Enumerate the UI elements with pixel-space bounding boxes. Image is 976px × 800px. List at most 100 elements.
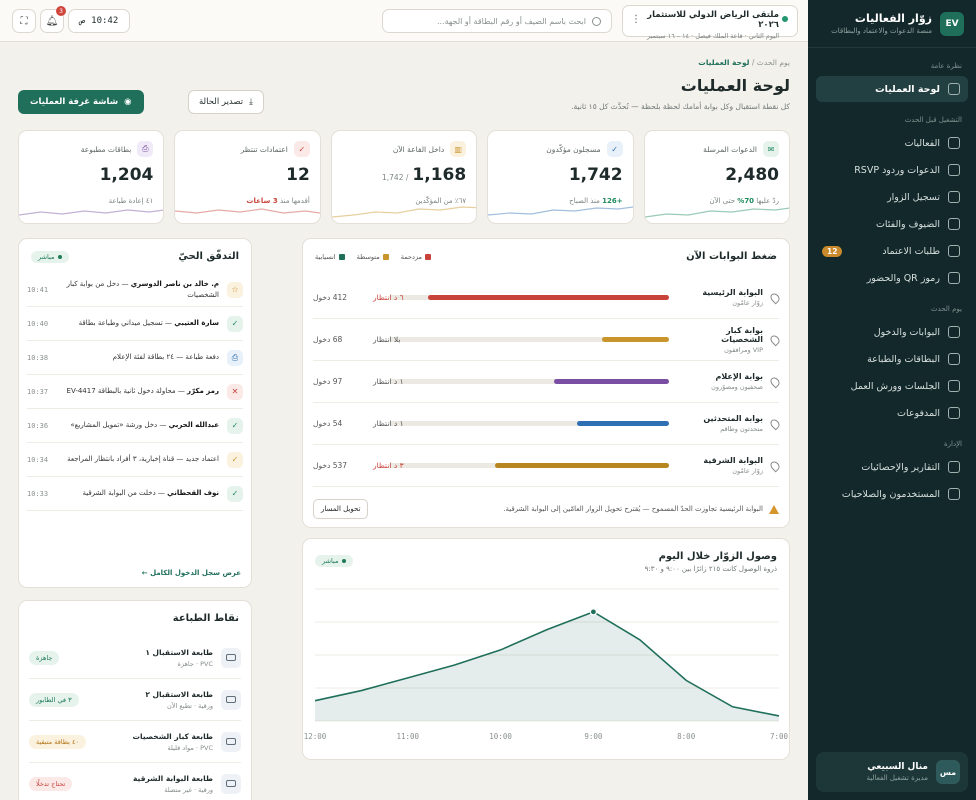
printer-meta: PVC · جاهزة [177, 659, 213, 668]
sidebar-item-label: المدفوعات [897, 407, 940, 419]
live-label: مباشر [322, 557, 339, 565]
x-tick-label: 10:00 [489, 732, 512, 741]
kpi-foot-post: حتى الآن [709, 197, 736, 205]
gate-row[interactable]: البوابة الرئيسية زوّار عامّون ٦ د انتظار 41… [313, 277, 782, 319]
gate-alert-text: البوابة الرئيسية تجاوزت الحدّ المسموح — … [503, 505, 763, 513]
sidebar-item[interactable]: التقارير والإحصائيات [816, 454, 968, 480]
breadcrumb-root[interactable]: يوم الحدث [756, 58, 790, 67]
user-card[interactable]: مس منال السبيعي مديرة تشغيل الفعالية [816, 752, 968, 792]
feed-item[interactable]: ☆ م. خالد بن ناصر الدوسري — دخل من بوابة … [27, 273, 243, 307]
sidebar-item[interactable]: رموز QR والحضور [816, 265, 968, 291]
gate-name-block: البوابة الرئيسية زوّار عامّون [683, 288, 763, 307]
kpi-foot-pre: ٤١ إعادة طباعة [108, 197, 154, 205]
feed-description: — دخل ورشة «تمويل المشاريع» [70, 421, 169, 429]
feed-description: — دخلت من البوابة الشرقية [82, 489, 168, 497]
legend-item: مزدحمة [401, 253, 431, 261]
more-icon[interactable]: ⋮ [631, 14, 641, 25]
gate-pressure-card: ضغط البوابات الآن مزدحمة متوسطة انسيابية ا… [302, 238, 790, 528]
feed-description: — تسجيل ميداني وطباعة بطاقة [78, 319, 175, 327]
notifications-button[interactable]: 🔔︎ 3 [40, 6, 66, 33]
x-tick-label: 11:00 [397, 732, 420, 741]
kpi-card[interactable]: ✉ الدعوات المرسلة 2,480 ردّ عليها 70% حتى ا… [643, 130, 790, 224]
feed-text: عبدالله الحربي — دخل ورشة «تمويل المشاري… [61, 420, 219, 431]
event-selector[interactable]: ملتقى الرياض الدولي للاستثمار ٢٠٢٦ اليوم… [622, 5, 798, 40]
download-icon: ⤓ [249, 97, 253, 107]
kpi-sparkline [644, 207, 789, 218]
calendar-icon [948, 137, 960, 149]
sidebar-item[interactable]: لوحة العمليات [816, 76, 968, 102]
kpi-card[interactable]: ⎙ بطاقات مطبوعة 1,204 ٤١ إعادة طباعة [17, 130, 165, 224]
search-input[interactable]: ابحث باسم الضيف أو رقم البطاقة أو الجهة.… [382, 9, 612, 33]
printer-icon [221, 731, 241, 752]
gate-row[interactable]: بوابة كبار الشخصيات VIP ومرافقون بلا انتظا… [313, 319, 782, 361]
kpi-value-wrap: 12 [286, 165, 310, 185]
reroute-button[interactable]: تحويل المسار [313, 499, 369, 519]
feed-subject: سارة العتيبي [174, 319, 219, 327]
check-icon: ✓ [227, 417, 243, 434]
feed-item[interactable]: ✓ اعتماد جديد — قناة إخبارية، ٣ أفراد بان… [27, 443, 243, 477]
gate-row[interactable]: بوابة الإعلام صحفيون ومصوّرون ١ د انتظار 97… [313, 361, 782, 403]
gate-row[interactable]: بوابة المتحدثين متحدثون وطاقم ١ د انتظار 54… [313, 403, 782, 445]
kpi-card[interactable]: ▥ داخل القاعة الآن 1,168/ 1,742 ٦٧٪ من المؤ… [330, 130, 478, 224]
nav-section-label: الإدارة [943, 440, 962, 448]
kpi-card[interactable]: ✓ مسجلون مؤكّدون 1,742 +126 منذ الصباح [487, 130, 634, 224]
sidebar-item[interactable]: البطاقات والطباعة [816, 346, 968, 372]
feed-subject: نوف القحطاني [167, 489, 219, 497]
feed-item[interactable]: ⎙ دفعة طباعة — ٢٤ بطاقة لفئة الإعلام 10:38 [27, 341, 243, 375]
gate-name-block: بوابة الإعلام صحفيون ومصوّرون [683, 372, 763, 391]
printer-name-block: طابعة البوابة الشرقية ورقية · غير متصلة [72, 774, 213, 794]
gate-alert: البوابة الرئيسية تجاوزت الحدّ المسموح — … [313, 491, 779, 527]
gate-entries: 97 دخول [313, 377, 343, 386]
kpi-foot-highlight: +126 [602, 197, 623, 205]
kpi-foot-post: منذ الصباح [569, 197, 600, 205]
user-role: مديرة تشغيل الفعالية [866, 774, 928, 782]
sidebar-item[interactable]: الجلسات وورش العمل [816, 373, 968, 399]
card-icon [948, 407, 960, 419]
kpi-card[interactable]: ✓ اعتمادات تنتظر 12 أقدمها منذ 3 ساعات [174, 130, 321, 224]
sidebar-item[interactable]: الضيوف والفئات [816, 211, 968, 237]
kpi-footnote: ردّ عليها 70% حتى الآن [709, 197, 779, 205]
sidebar-item[interactable]: تسجيل الزوار [816, 184, 968, 210]
kpi-footnote: ٤١ إعادة طباعة [109, 197, 154, 205]
feed-item[interactable]: ✓ سارة العتيبي — تسجيل ميداني وطباعة بطاق… [27, 307, 243, 341]
printer-glyph [226, 780, 236, 787]
feed-time: 10:34 [27, 455, 49, 464]
war-room-button[interactable]: ◉ شاشة غرفة العمليات [18, 90, 144, 114]
sidebar-item[interactable]: البوابات والدخول [816, 319, 968, 345]
sidebar-item[interactable]: الفعاليات [816, 130, 968, 156]
gate-load-fill [554, 379, 669, 384]
sidebar-item-label: البطاقات والطباعة [867, 353, 940, 365]
expand-icon: ⛶ [20, 15, 28, 27]
feed-text: دفعة طباعة — ٢٤ بطاقة لفئة الإعلام [61, 352, 219, 363]
topbar: ملتقى الرياض الدولي للاستثمار ٢٠٢٦ اليوم… [0, 0, 808, 42]
feed-live-badge: مباشر [31, 251, 70, 263]
gate-entries: 54 دخول [313, 419, 343, 428]
location-pin-icon [768, 459, 782, 472]
gate-load-bar [389, 379, 669, 384]
printer-row[interactable]: طابعة كبار الشخصيات PVC · مواد قليلة ٤٠ بط… [29, 721, 241, 763]
sidebar-item[interactable]: طلبات الاعتماد 12 [816, 238, 968, 264]
brand-title: زوّار الفعاليات [854, 12, 932, 25]
printer-row[interactable]: طابعة الاستقبال ٢ ورقية · تطبع الآن ٣ في ا… [29, 679, 241, 721]
printer-row[interactable]: طابعة البوابة الشرقية ورقية · غير متصلة تح… [29, 763, 241, 800]
fullscreen-button[interactable]: ⛶ [12, 9, 36, 33]
sidebar-item[interactable]: المستخدمون والصلاحيات [816, 481, 968, 507]
feed-item[interactable]: ✓ نوف القحطاني — دخلت من البوابة الشرقية 1… [27, 477, 243, 511]
printer-icon [221, 689, 241, 710]
feed-item[interactable]: ✕ رمز مكرّر — محاولة دخول ثانية بالبطاقة … [27, 375, 243, 409]
export-button[interactable]: ⤓ تصدير الحالة [188, 90, 264, 114]
sidebar-item[interactable]: الدعوات وردود RSVP [816, 157, 968, 183]
feed-item[interactable]: ✓ عبدالله الحربي — دخل ورشة «تمويل المشار… [27, 409, 243, 443]
location-pin-icon [768, 333, 782, 346]
kpi-label: داخل القاعة الآن [392, 144, 445, 154]
gate-row[interactable]: البوابة الشرقية زوّار عامّون ٣ د انتظار 537… [313, 445, 782, 487]
shield-icon: ✓ [227, 451, 243, 468]
printer-row[interactable]: طابعة الاستقبال ١ PVC · جاهزة جاهزة [29, 637, 241, 679]
live-feed-card: التدفّق الحيّ مباشر ☆ م. خالد بن ناصر الد… [18, 238, 252, 588]
printer-icon: ⎙ [137, 141, 154, 157]
full-log-link[interactable]: عرض سجل الدخول الكامل ← [141, 569, 241, 577]
sidebar-item[interactable]: المدفوعات [816, 400, 968, 426]
location-pin-icon [768, 375, 782, 388]
printer-icon [221, 773, 241, 794]
sidebar-item-label: الجلسات وورش العمل [850, 380, 940, 392]
